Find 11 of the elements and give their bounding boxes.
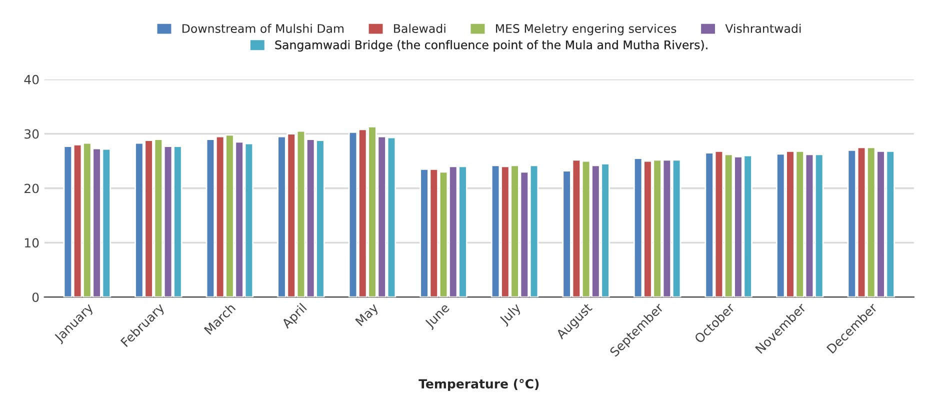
x-axis-title: Temperature (°C) (418, 378, 539, 391)
y-tick-label: 20 (24, 184, 39, 194)
y-tick-label: 40 (24, 74, 39, 84)
legend-label: Balewadi (394, 24, 446, 33)
legend-label: Vishrantwadi (725, 24, 801, 33)
y-tick-label: 10 (25, 238, 39, 248)
legend-label: MES Meletry engering services (496, 24, 676, 36)
y-tick-label: 0 (32, 292, 39, 302)
y-tick-label: 30 (24, 129, 39, 139)
legend-label: Sangamwadi Bridge (the confluence point of the Mula and Mutha Rivers). (275, 40, 708, 52)
legend-label: Downstream of Mulshi Dam (182, 24, 344, 33)
